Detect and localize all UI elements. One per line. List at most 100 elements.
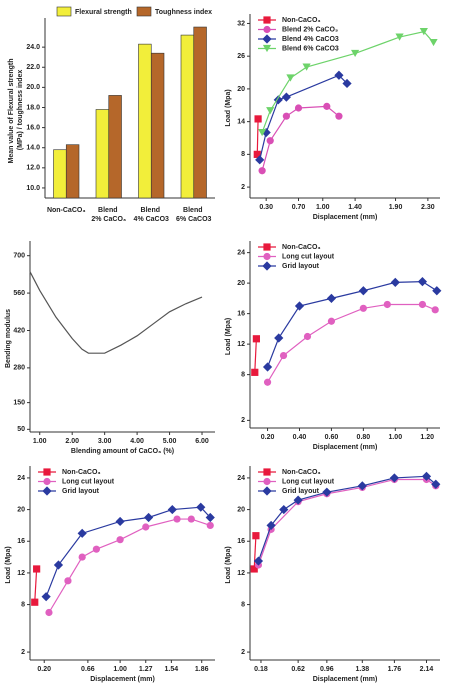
marker	[262, 362, 273, 372]
marker	[205, 512, 215, 523]
x-axis-label: Displacement (mm)	[313, 444, 378, 451]
marker	[78, 553, 86, 561]
x-tick-label: 0.20	[37, 666, 51, 673]
marker	[42, 486, 52, 496]
series-line	[267, 280, 438, 368]
marker	[282, 112, 290, 120]
y-tick-label: 20	[237, 506, 245, 513]
marker	[327, 317, 336, 325]
marker	[281, 92, 291, 102]
chart-panel: 2 8 12 16 20 24 Load (Mpa) Displacement (mm) 0.1…	[225, 466, 441, 683]
marker	[77, 528, 87, 538]
y-tick-label: 8	[241, 151, 245, 158]
x-tick-label: 0.62	[291, 666, 305, 673]
x-axis-label: Blending amount of CaCO₃ (%)	[71, 448, 174, 455]
legend-label: Grid layout	[62, 488, 100, 495]
legend-label: Non-CaCO₃	[282, 244, 321, 251]
y-axis-label: Load (Mpa)	[225, 318, 232, 355]
y-tick-label: 16	[237, 310, 245, 317]
chart-panel: 2 8 12 16 20 24 Load (Mpa) Displacement (mm) 0.2…	[225, 241, 442, 451]
chart-panel: 2 8 12 16 20 24 Load (Mpa) Displacement (mm) 0.2…	[5, 466, 215, 683]
marker	[262, 34, 272, 44]
y-tick-label: 14	[237, 118, 245, 125]
marker	[419, 28, 428, 36]
bar	[193, 26, 207, 199]
series-line	[45, 506, 211, 597]
legend-label: Grid layout	[282, 488, 320, 495]
marker	[116, 536, 124, 544]
marker	[43, 477, 51, 486]
marker	[251, 368, 259, 376]
marker	[389, 473, 399, 483]
series-line	[259, 74, 348, 160]
marker	[187, 515, 195, 523]
bar	[95, 109, 110, 199]
bar	[53, 149, 67, 199]
y-axis-label: Load (Mpa)	[225, 89, 232, 126]
x-tick-label: 1.86	[195, 666, 209, 673]
marker	[143, 512, 154, 523]
marker	[335, 112, 343, 120]
x-tick-label: 0.20	[261, 434, 275, 441]
marker	[115, 516, 125, 527]
marker	[266, 520, 276, 531]
marker	[45, 608, 53, 617]
series-line	[29, 271, 203, 354]
chart-panel: 50 150 280 420 560 700 Bending modulus Blending…	[5, 241, 215, 455]
marker	[254, 115, 262, 123]
marker	[261, 127, 271, 138]
marker	[167, 504, 177, 515]
y-tick-label: 12	[237, 341, 245, 348]
marker	[266, 107, 275, 115]
marker	[262, 261, 272, 271]
x-tick-label: 6.00	[195, 438, 209, 445]
marker	[351, 49, 360, 58]
marker	[33, 565, 41, 573]
marker	[431, 306, 439, 314]
y-tick-label: 700	[13, 253, 25, 260]
y-tick-label: 20.0	[26, 84, 40, 91]
marker	[429, 38, 438, 47]
legend-label: Blend 2% CaCO₃	[282, 26, 338, 33]
y-tick-label: 16.0	[26, 124, 40, 131]
y-tick-label: 8	[241, 601, 245, 608]
marker	[43, 468, 51, 476]
marker	[326, 293, 337, 303]
x-tick-label: 0.18	[254, 666, 268, 673]
x-tick-label: 1.38	[355, 666, 369, 673]
series-line	[261, 105, 340, 171]
y-tick-label: 2	[241, 184, 245, 191]
series-line	[253, 535, 257, 569]
series-line	[261, 30, 434, 133]
bar	[108, 95, 122, 199]
x-tick-label: 0.96	[320, 666, 334, 673]
x-tick-label: 1.90	[389, 204, 403, 211]
series-line	[254, 338, 257, 373]
y-tick-label: 20	[237, 86, 245, 93]
x-axis-label: Displacement (mm)	[313, 676, 378, 683]
marker	[263, 243, 271, 251]
x-tick-label: 1.00	[388, 434, 402, 441]
marker	[395, 33, 404, 41]
x-tick-label: 2.30	[421, 204, 435, 211]
marker	[263, 252, 271, 261]
series-line	[256, 118, 259, 155]
marker	[418, 300, 427, 309]
bar	[138, 43, 152, 199]
legend-label: Grid layout	[282, 263, 320, 270]
marker	[293, 495, 303, 505]
marker	[252, 335, 260, 343]
marker	[258, 167, 266, 175]
marker	[263, 25, 271, 34]
legend-label: Long cut layout	[282, 253, 335, 260]
marker	[266, 137, 274, 145]
series-line	[257, 478, 437, 566]
series-line	[34, 568, 38, 603]
marker	[286, 74, 295, 82]
x-tick-label: 1.00	[113, 666, 127, 673]
marker	[250, 565, 258, 573]
chart-panel: 2 8 14 20 26 32 Load (Mpa) Displacement (mm) 0.3…	[225, 14, 440, 221]
y-axis-label: Bending modulus	[5, 309, 12, 368]
y-tick-label: 10.0	[26, 185, 40, 192]
